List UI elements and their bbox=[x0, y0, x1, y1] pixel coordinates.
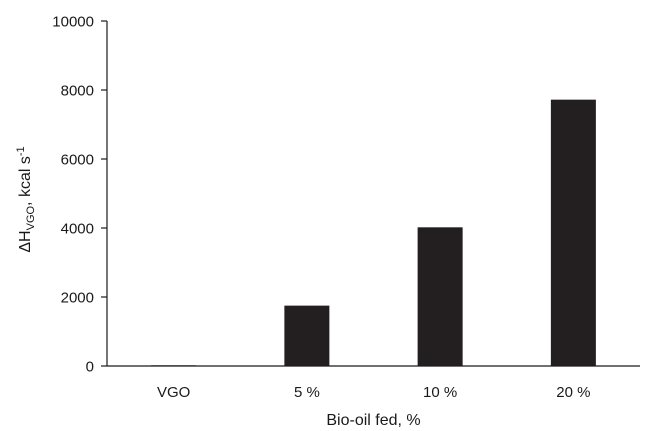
x-tick-label: 10 % bbox=[423, 384, 457, 401]
y-axis-title-superscript: -1 bbox=[15, 146, 27, 156]
y-tick-label: 0 bbox=[86, 359, 94, 376]
x-ticks: VGO 5 % 10 % 20 % bbox=[157, 384, 591, 401]
x-tick-label: VGO bbox=[157, 384, 190, 401]
y-tick-label: 10000 bbox=[52, 14, 94, 31]
y-tick-label: 2000 bbox=[61, 290, 94, 307]
x-tick-label: 5 % bbox=[294, 384, 320, 401]
y-axis-title-prefix: ΔH bbox=[17, 230, 34, 252]
y-ticks: 0 2000 4000 6000 8000 10000 bbox=[52, 14, 107, 376]
x-tick-label: 20 % bbox=[556, 384, 590, 401]
y-axis-title: ΔHVGO, kcal s-1 bbox=[15, 146, 37, 252]
y-axis-title-suffix: , kcal s bbox=[17, 156, 34, 206]
bar bbox=[284, 306, 329, 366]
y-tick-label: 8000 bbox=[61, 83, 94, 100]
bar bbox=[418, 227, 463, 366]
y-tick-label: 6000 bbox=[61, 152, 94, 169]
y-tick-label: 4000 bbox=[61, 221, 94, 238]
y-axis-title-subscript: VGO bbox=[25, 205, 37, 230]
bars-layer bbox=[151, 100, 596, 366]
bar bbox=[551, 100, 596, 366]
x-axis-title: Bio-oil fed, % bbox=[326, 412, 420, 429]
